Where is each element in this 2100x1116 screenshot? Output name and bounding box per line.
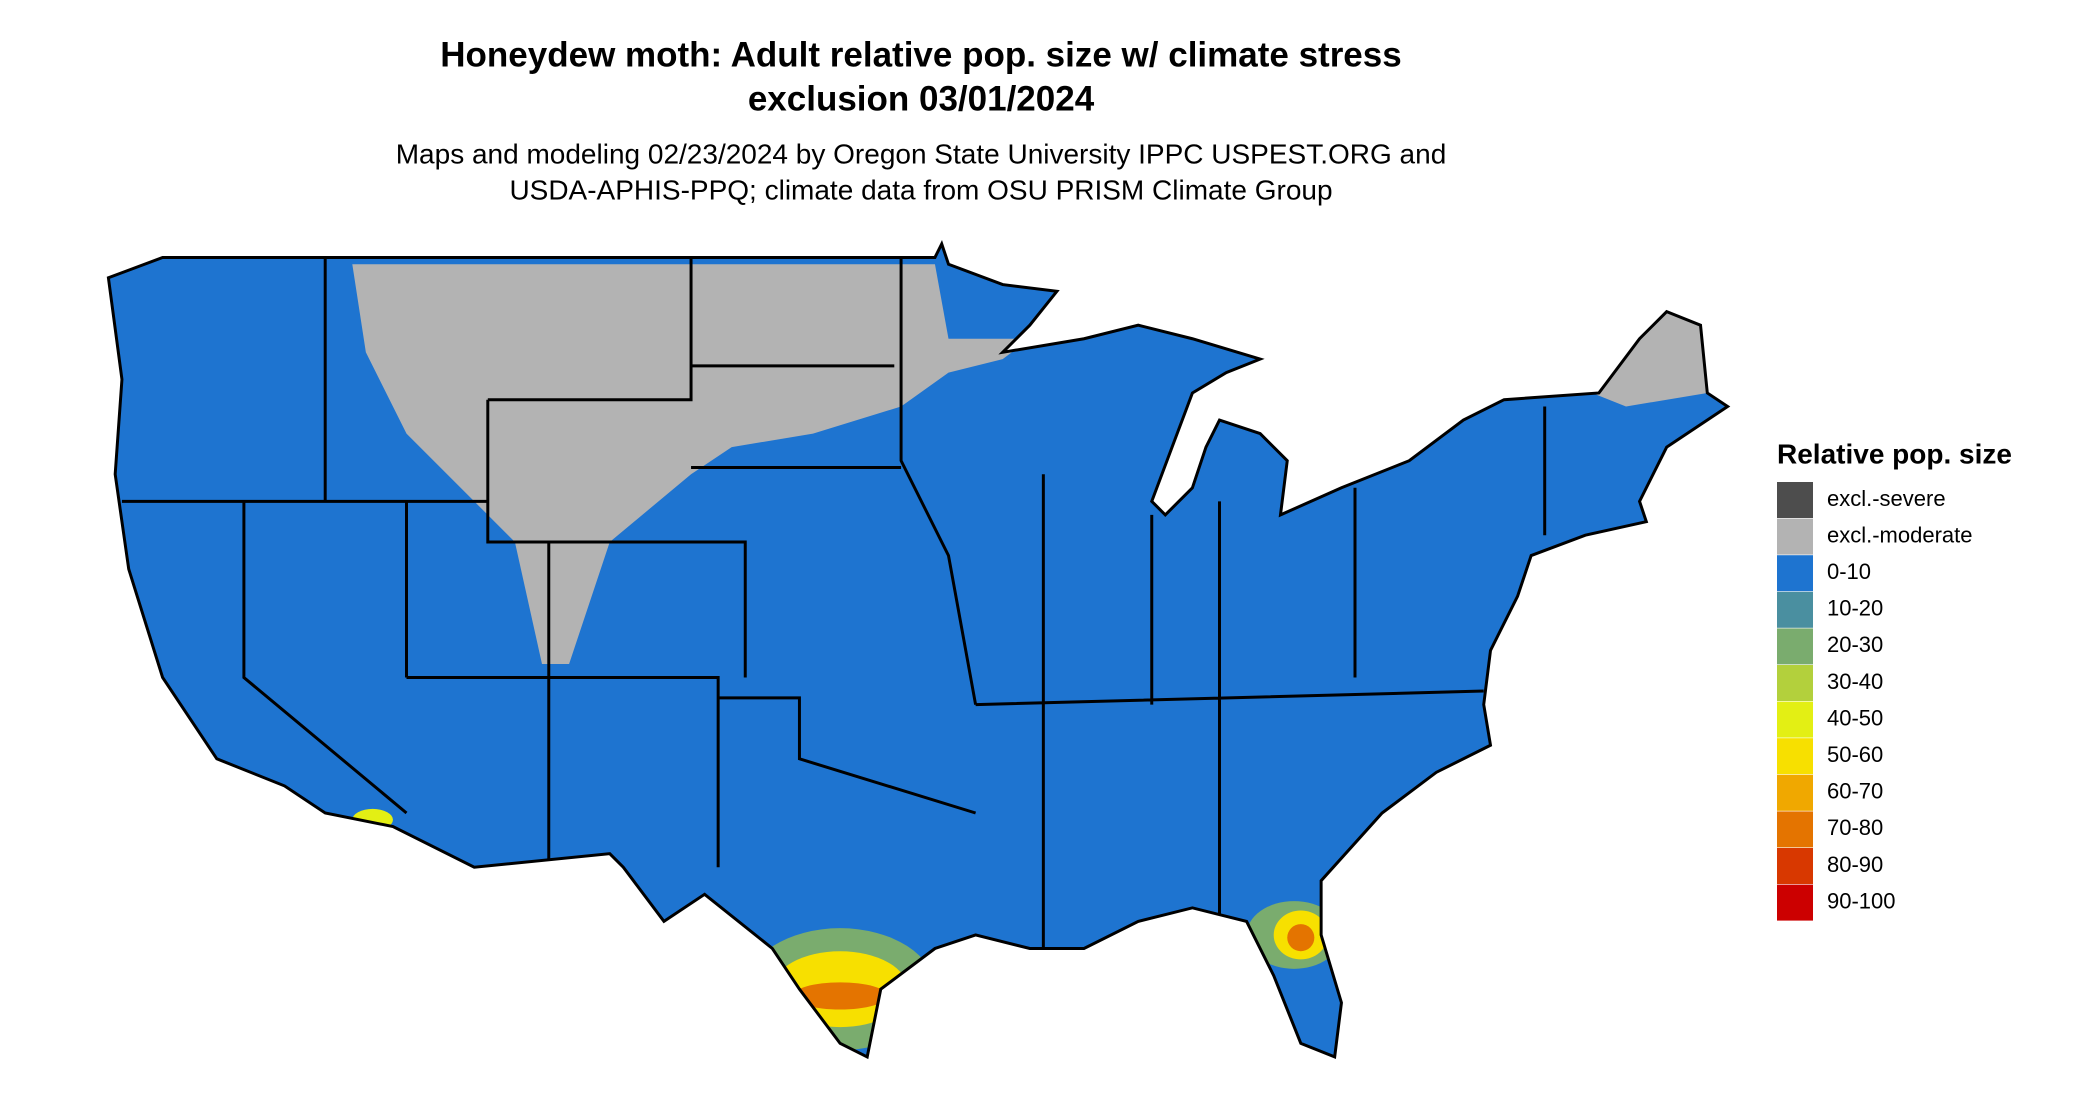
zone-excluded [1592,311,1708,407]
legend-swatch [1777,774,1813,811]
subtitle-line: Maps and modeling 02/23/2024 by Oregon S… [396,138,1447,169]
legend-label: excl.-severe [1827,486,1946,511]
legend-swatch [1777,591,1813,628]
legend-swatch [1777,701,1813,738]
legend-swatch [1777,555,1813,592]
legend-label: 70-80 [1827,815,1883,840]
state-borders [121,257,1547,949]
legend-label: 60-70 [1827,779,1883,804]
legend-swatch [1777,738,1813,775]
us-outline [106,240,1731,1060]
title-line: Honeydew moth: Adult relative pop. size … [440,35,1401,74]
map-fill [108,243,1728,1057]
legend-swatch [1777,518,1813,555]
legend-swatch [1777,848,1813,884]
legend-label: 30-40 [1827,669,1883,694]
legend-label: excl.-moderate [1827,522,1973,547]
us-map [106,240,1731,1060]
legend-swatch [1777,665,1813,701]
zone-warm [1287,924,1315,952]
legend: Relative pop. size excl.-severe excl.-mod… [1777,438,2012,921]
legend-swatch [1777,811,1813,848]
legend-label: 10-20 [1827,596,1883,621]
subtitle-line: USDA-APHIS-PPQ; climate data from OSU PR… [509,174,1332,205]
legend-swatch [1777,884,1813,921]
legend-label: 20-30 [1827,632,1883,657]
title-line: exclusion 03/01/2024 [748,79,1095,118]
zone-warm [792,982,888,1010]
legend-swatch [1777,482,1813,518]
legend-label: 0-10 [1827,559,1871,584]
legend-title: Relative pop. size [1777,438,2012,469]
legend-label: 90-100 [1827,888,1896,913]
legend-label: 40-50 [1827,705,1883,730]
zone-excluded [352,264,1030,664]
legend-label: 50-60 [1827,742,1883,767]
legend-swatch [1777,628,1813,665]
legend-label: 80-90 [1827,852,1883,877]
